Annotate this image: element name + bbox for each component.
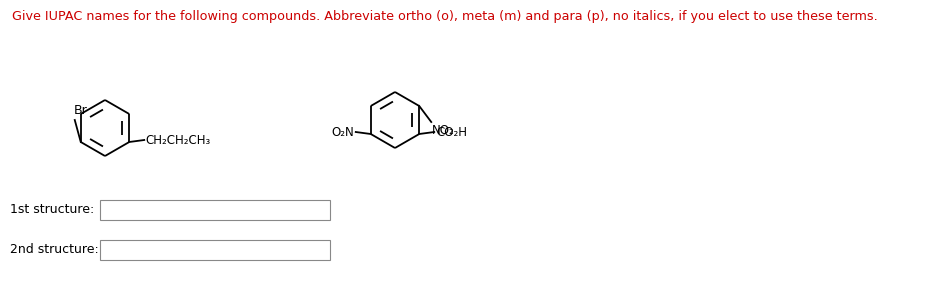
Text: Br: Br	[74, 104, 87, 117]
Text: CH₂CH₂CH₃: CH₂CH₂CH₃	[145, 133, 210, 147]
Text: 2nd structure:: 2nd structure:	[10, 243, 98, 256]
Text: O₂N: O₂N	[331, 126, 354, 139]
Text: 1st structure:: 1st structure:	[10, 203, 94, 216]
FancyBboxPatch shape	[100, 240, 330, 260]
Text: CO₂H: CO₂H	[436, 126, 467, 139]
Text: NO₂: NO₂	[432, 124, 455, 137]
Text: Give IUPAC names for the following compounds. Abbreviate ortho (o), meta (m) and: Give IUPAC names for the following compo…	[12, 10, 878, 23]
FancyBboxPatch shape	[100, 200, 330, 220]
